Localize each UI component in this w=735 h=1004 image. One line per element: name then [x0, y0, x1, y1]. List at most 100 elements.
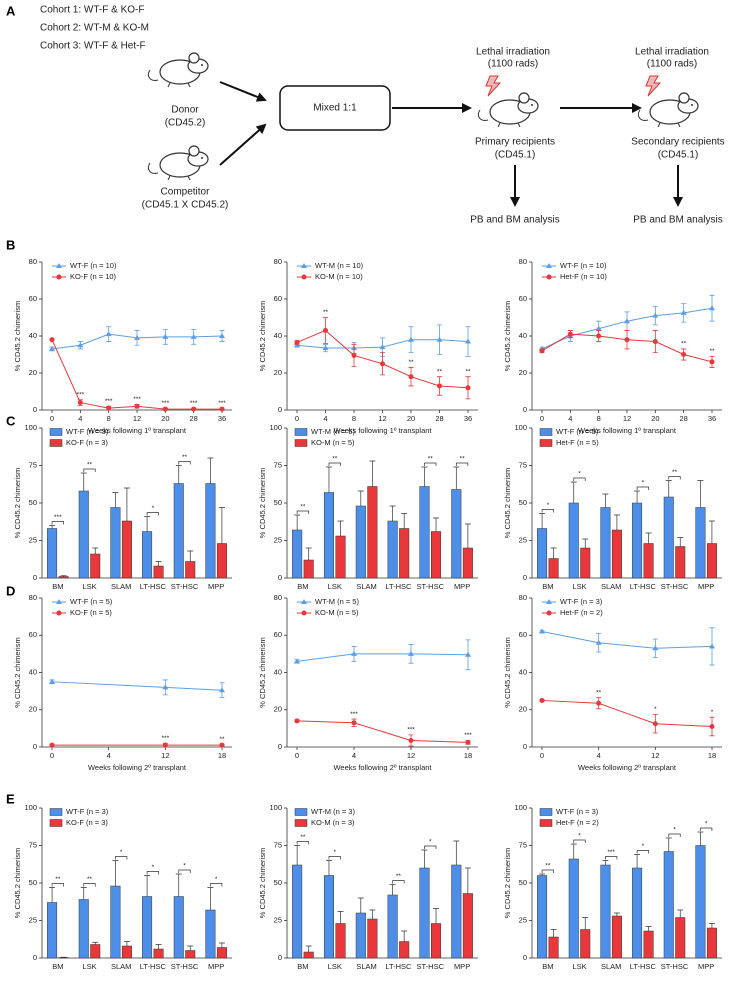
error-bar: [369, 460, 376, 487]
bar: [706, 543, 717, 579]
point: [408, 336, 414, 342]
x-tick-label: 28: [435, 414, 443, 423]
x-tick-label: 20: [651, 414, 659, 423]
x-tick-label: BM: [297, 582, 308, 591]
error-bar: [421, 466, 428, 487]
bar: [611, 915, 622, 959]
point: [351, 352, 357, 358]
x-tick-label: SLAM: [356, 962, 376, 971]
bar: [387, 520, 398, 579]
legend-label: WT-F (n = 10): [560, 261, 607, 270]
donor-label: Donor: [171, 105, 199, 116]
legend-label: KO-M (n = 3): [311, 818, 355, 827]
significance: **: [709, 348, 715, 355]
error-bar: [602, 493, 609, 508]
bar: [367, 918, 378, 959]
point: [77, 400, 83, 406]
point: [219, 333, 225, 338]
x-axis-label: Weeks following 2º transplant: [333, 763, 432, 772]
legend-marker: [56, 274, 62, 280]
cohort: Cohort 1: WT-F & KO-F: [40, 5, 144, 16]
legend-label: Het-F (n = 10): [560, 272, 607, 281]
legend-marker: [301, 599, 307, 604]
bar: [600, 507, 611, 579]
significance: ***: [162, 735, 170, 742]
significance: *: [183, 863, 186, 870]
y-tick-label: 0: [278, 405, 282, 414]
error-bar: [337, 520, 344, 536]
x-tick-label: 8: [597, 414, 601, 423]
significance: **: [396, 873, 402, 880]
point: [465, 385, 471, 391]
significance-bracket: [636, 486, 649, 490]
mouse-icon: [147, 145, 209, 181]
legend-label: KO-M (n = 10): [315, 272, 363, 281]
significance: ***: [105, 398, 113, 405]
significance: **: [428, 456, 434, 463]
y-tick-label: 50: [274, 498, 282, 507]
point: [709, 359, 715, 365]
significance-bracket: [296, 510, 310, 514]
bar: [451, 864, 462, 959]
point: [106, 405, 112, 411]
error-bar: [80, 887, 87, 900]
error-bar: [389, 884, 396, 895]
error-bar: [433, 908, 440, 924]
point: [437, 383, 442, 389]
bar: [367, 486, 378, 579]
bar: [142, 531, 153, 579]
y-tick-label: 25: [29, 915, 37, 924]
legend-label: Het-F (n = 2): [556, 818, 599, 827]
y-axis-label: % CD45.2 chimerism: [503, 468, 512, 538]
recipient-sub: (CD45.1): [658, 150, 699, 161]
bar: [431, 531, 442, 579]
diagram: Cohort 1: WT-F & KO-F Cohort 2: WT-M & K…: [40, 5, 725, 226]
legend-swatch: [294, 819, 308, 827]
point: [162, 406, 168, 412]
error-bar: [453, 840, 460, 865]
legend-swatch: [539, 428, 553, 436]
error-bar: [708, 923, 715, 928]
error-bar: [49, 525, 56, 529]
legend-marker: [301, 610, 307, 616]
point: [49, 345, 55, 351]
error-bar: [218, 507, 225, 544]
x-tick-label: 36: [218, 414, 226, 423]
bar: [292, 864, 303, 959]
legend-label: KO-F (n = 5): [70, 608, 112, 617]
x-tick-label: ST-HSC: [171, 962, 199, 971]
bar: [399, 941, 410, 959]
bar: [675, 546, 686, 579]
bar: [611, 529, 622, 579]
error-bar: [697, 831, 704, 846]
x-tick-label: 0: [295, 751, 299, 760]
x-tick-label: SLAM: [111, 582, 131, 591]
bar: [110, 885, 121, 959]
point: [465, 651, 471, 657]
legend-label: WT-M (n = 10): [315, 261, 364, 270]
bar: [153, 948, 164, 959]
series-line: [541, 699, 713, 728]
error-bar: [401, 930, 408, 942]
error-bar: [207, 457, 214, 484]
y-tick-label: 40: [29, 667, 37, 676]
significance: *: [642, 480, 645, 487]
y-tick-label: 40: [519, 331, 527, 340]
significance-bracket: [605, 856, 618, 860]
error-bar: [550, 547, 557, 559]
significance: **: [681, 341, 687, 348]
bar: [632, 502, 643, 579]
significance: *: [578, 833, 581, 840]
y-tick-label: 50: [274, 878, 282, 887]
error-bar: [433, 517, 440, 532]
legend-swatch: [539, 819, 553, 827]
error-bar: [582, 538, 589, 548]
y-tick-label: 40: [274, 667, 282, 676]
point: [162, 684, 169, 690]
significance-bracket: [541, 509, 554, 513]
significance-bracket: [424, 845, 437, 849]
y-tick-label: 0: [523, 953, 527, 962]
point: [380, 361, 385, 367]
y-tick-label: 25: [274, 535, 282, 544]
significance: *: [705, 821, 708, 828]
